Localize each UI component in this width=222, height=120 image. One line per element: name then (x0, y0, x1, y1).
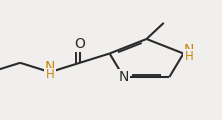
Text: H: H (185, 50, 193, 63)
Text: N: N (119, 70, 129, 84)
Text: H: H (46, 68, 54, 81)
Text: N: N (45, 60, 55, 74)
Text: N: N (184, 43, 194, 57)
Text: O: O (74, 37, 85, 51)
